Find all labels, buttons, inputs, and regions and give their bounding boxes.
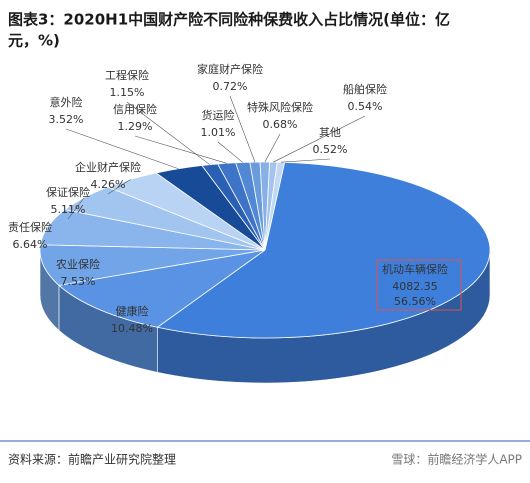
credit: 雪球：前瞻经济学人APP bbox=[391, 452, 522, 467]
category-label: 货运险 bbox=[202, 108, 235, 122]
leader-line bbox=[67, 197, 85, 220]
value-label: 7.53% bbox=[61, 275, 96, 288]
amount-label: 4082.35 bbox=[392, 280, 438, 293]
category-label: 其他 bbox=[319, 126, 341, 139]
category-label: 健康险 bbox=[116, 304, 149, 318]
slice bbox=[264, 161, 286, 251]
category-label: 意外险 bbox=[50, 95, 83, 109]
value-label: 0.54% bbox=[348, 100, 383, 113]
leader-line bbox=[280, 158, 331, 163]
value-label: 10.48% bbox=[111, 322, 153, 335]
value-label: 6.64% bbox=[13, 238, 48, 251]
source: 资料来源：前瞻产业研究院整理 bbox=[8, 452, 176, 467]
leader-line bbox=[264, 133, 281, 163]
category-label: 船舶保险 bbox=[343, 82, 387, 96]
slice bbox=[39, 244, 266, 286]
category-label: 工程保险 bbox=[105, 68, 149, 82]
label-box bbox=[376, 259, 462, 311]
leader-line bbox=[229, 95, 256, 163]
category-label: 责任保险 bbox=[8, 220, 52, 234]
value-label: 0.52% bbox=[313, 143, 348, 156]
category-label: 农业保险 bbox=[56, 257, 100, 271]
value-label: 56.56% bbox=[394, 295, 436, 308]
leader-line bbox=[217, 141, 243, 163]
category-label: 家庭财产保险 bbox=[197, 62, 263, 76]
value-label: 0.68% bbox=[263, 118, 298, 131]
slice bbox=[156, 161, 491, 339]
category-label: 信用保险 bbox=[113, 102, 157, 116]
chart-title-cont: 元，%) bbox=[8, 32, 60, 50]
leader-line bbox=[134, 135, 227, 164]
value-label: 5.11% bbox=[51, 203, 86, 216]
value-label: 4.26% bbox=[91, 178, 126, 191]
leader-line bbox=[107, 179, 131, 195]
chart-title: 图表3：2020H1中国财产险不同险种保费收入占比情况(单位：亿 bbox=[8, 11, 450, 29]
value-label: 1.29% bbox=[118, 120, 153, 133]
value-label: 1.15% bbox=[110, 86, 145, 99]
value-label: 1.01% bbox=[201, 126, 236, 139]
slice bbox=[58, 249, 266, 328]
leader-line bbox=[273, 115, 366, 163]
category-label: 企业财产保险 bbox=[75, 160, 141, 174]
value-label: 3.52% bbox=[49, 113, 84, 126]
leader-line bbox=[65, 128, 179, 170]
category-label: 机动车辆保险 bbox=[382, 262, 448, 276]
category-label: 保证保险 bbox=[46, 185, 90, 199]
value-label: 0.72% bbox=[213, 80, 248, 93]
category-label: 特殊风险保险 bbox=[247, 100, 313, 114]
